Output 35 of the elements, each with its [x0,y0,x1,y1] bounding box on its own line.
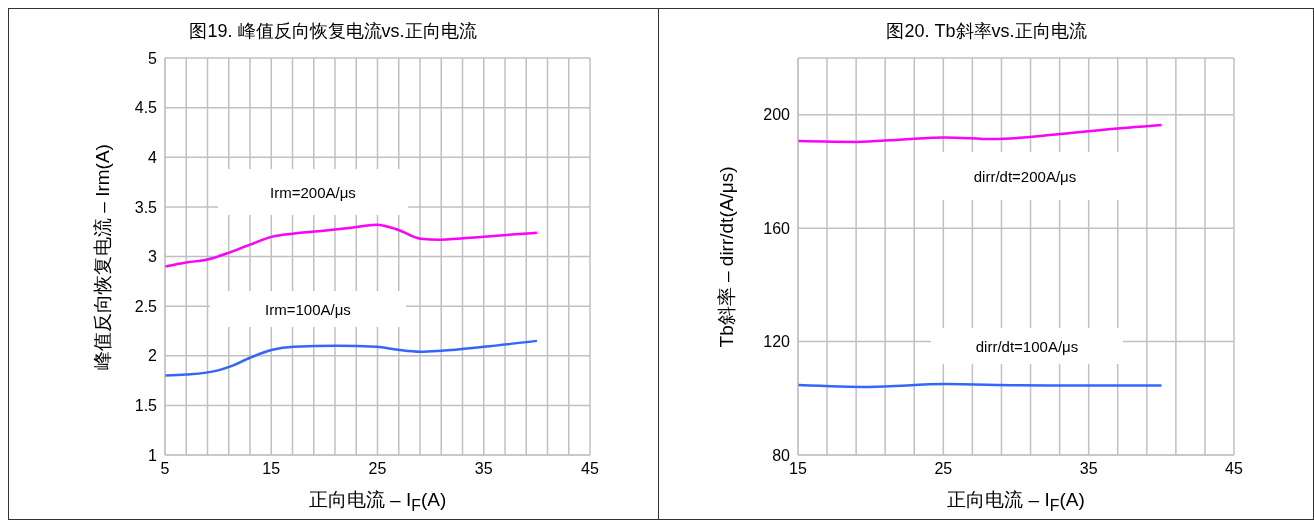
chart-title: 图19. 峰值反向恢复电流vs.正向电流 [188,20,478,43]
y-tick-label: 3.5 [134,198,158,216]
series-label: Irm=100A/μs [265,300,351,318]
y-tick-label: 1.5 [134,397,158,415]
y-tick-label: 80 [772,446,791,464]
line-series [165,339,539,377]
line-series [165,223,539,268]
y-tick-label: 1 [148,446,158,464]
x-tick-label: 15 [789,460,807,478]
x-tick-label: 35 [474,460,493,478]
x-tick-label: 25 [368,460,387,478]
y-tick-label: 200 [763,106,791,124]
line-series [798,123,1163,144]
y-axis-title: Tb斜率 – dirr/dt(A/μs) [715,166,738,347]
y-axis-title: 峰值反向恢复电流 – Irm(A) [91,143,114,370]
y-tick-label: 2.5 [134,297,158,315]
series-label: dirr/dt=200A/μs [973,167,1077,185]
x-tick-label: 45 [1225,460,1243,478]
x-axis-title: 正向电流 – I$_{F}$(A) [946,488,1086,515]
y-tick-label: 160 [763,219,791,237]
y-tick-label: 120 [763,333,791,351]
y-tick-label: 3 [148,248,158,266]
y-tick-label: 4 [148,148,158,166]
x-tick-label: 25 [934,460,953,478]
series-label: Irm=200A/μs [270,183,356,201]
y-tick-label: 5 [148,49,158,67]
y-tick-label: 2 [148,347,158,365]
chart-title: 图20. Tb斜率vs.正向电流 [885,20,1088,43]
series-label: dirr/dt=100A/μs [975,337,1079,355]
x-tick-label: 45 [581,460,599,478]
x-tick-label: 15 [262,460,281,478]
x-tick-label: 35 [1079,460,1098,478]
y-tick-label: 4.5 [134,99,158,117]
x-axis-title: 正向电流 – I$_{F}$(A) [307,488,448,515]
x-tick-label: 5 [160,460,170,478]
